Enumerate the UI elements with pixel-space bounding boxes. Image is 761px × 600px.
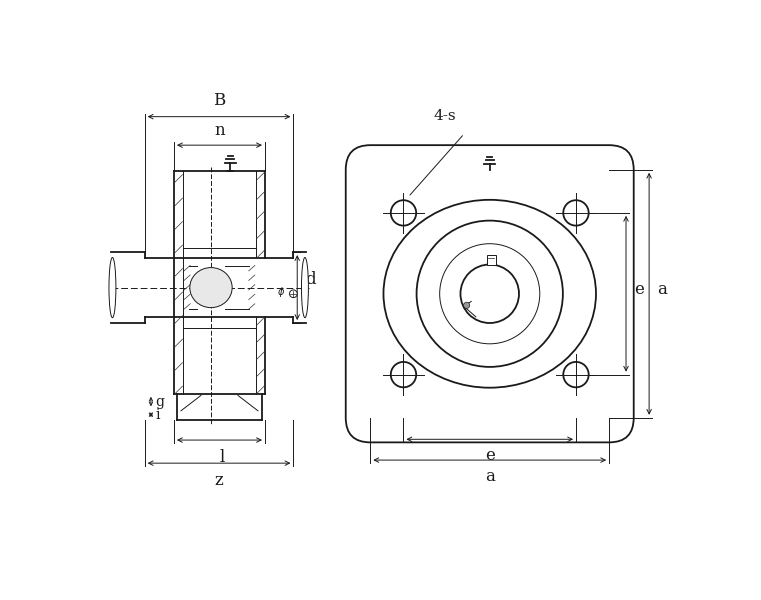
- Text: 4-s: 4-s: [434, 109, 457, 123]
- Circle shape: [563, 200, 589, 226]
- Text: a: a: [657, 281, 667, 298]
- Text: $\phi$: $\phi$: [277, 285, 285, 299]
- Circle shape: [391, 200, 416, 226]
- Text: B: B: [213, 92, 225, 109]
- Text: e: e: [485, 447, 495, 464]
- Ellipse shape: [109, 257, 116, 318]
- Text: z: z: [215, 472, 224, 490]
- Text: e: e: [634, 281, 644, 298]
- Text: a: a: [485, 468, 495, 485]
- Ellipse shape: [189, 268, 232, 308]
- Bar: [486, 255, 496, 265]
- Text: n: n: [214, 122, 224, 139]
- Circle shape: [463, 302, 470, 308]
- Circle shape: [440, 244, 540, 344]
- Circle shape: [416, 221, 563, 367]
- Circle shape: [391, 362, 416, 388]
- Circle shape: [460, 265, 519, 323]
- Text: g: g: [155, 395, 164, 409]
- Circle shape: [563, 362, 589, 388]
- Text: d: d: [305, 271, 316, 289]
- Text: l: l: [220, 449, 225, 466]
- Ellipse shape: [384, 200, 596, 388]
- Text: i: i: [155, 407, 160, 422]
- FancyBboxPatch shape: [345, 145, 634, 442]
- Ellipse shape: [301, 257, 308, 318]
- Circle shape: [289, 290, 298, 298]
